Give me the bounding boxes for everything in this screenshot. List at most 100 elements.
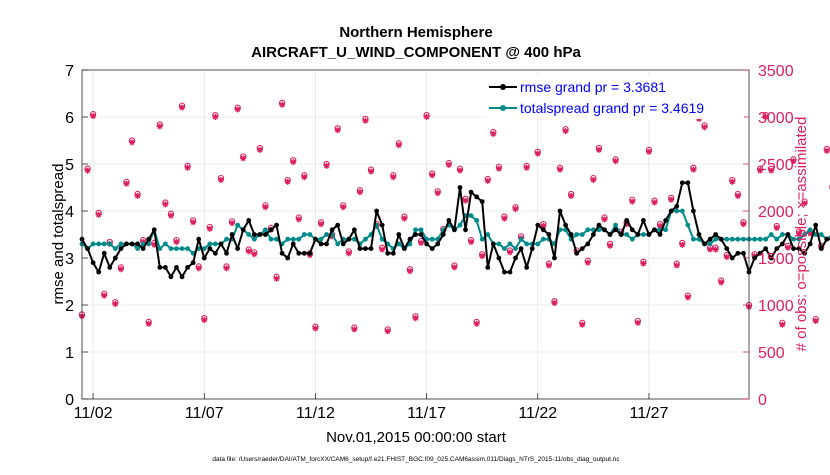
- rmse-series-point: [269, 227, 274, 232]
- spread-series-point: [624, 232, 629, 237]
- rmse-series-point: [663, 218, 668, 223]
- spread-series-point: [324, 232, 329, 237]
- spread-series-point: [252, 237, 257, 242]
- spread-series-point: [496, 242, 501, 247]
- rmse-series-point: [135, 242, 140, 247]
- rmse-series-point: [146, 237, 151, 242]
- spread-series-point: [574, 232, 579, 237]
- rmse-series-point: [291, 242, 296, 247]
- obs-assimilated-point: [668, 197, 674, 203]
- spread-series-point: [307, 232, 312, 237]
- spread-series-point: [91, 242, 96, 247]
- rmse-series-point: [330, 227, 335, 232]
- spread-series-point: [213, 242, 218, 247]
- rmse-series-point: [141, 246, 146, 251]
- rmse-series-point: [230, 232, 235, 237]
- spread-series-point: [107, 242, 112, 247]
- y-right-tick-label: 500: [758, 345, 785, 362]
- rmse-series-point: [535, 223, 540, 228]
- y-tick-label: 1: [65, 345, 74, 362]
- rmse-series-point: [102, 251, 107, 256]
- spread-series-point: [430, 237, 435, 242]
- legend-rmse-marker: [500, 84, 506, 90]
- spread-series-point: [480, 237, 485, 242]
- rmse-series-point: [335, 223, 340, 228]
- rmse-series-point: [697, 232, 702, 237]
- spread-series-point: [769, 232, 774, 237]
- rmse-series-point: [219, 242, 224, 247]
- spread-series-point: [363, 237, 368, 242]
- rmse-series-point: [213, 251, 218, 256]
- rmse-series-point: [163, 265, 168, 270]
- spread-series-point: [524, 242, 529, 247]
- rmse-series-point: [735, 251, 740, 256]
- spread-series-point: [174, 246, 179, 251]
- rmse-series-point: [224, 251, 229, 256]
- rmse-series-point: [358, 246, 363, 251]
- rmse-series-point: [658, 232, 663, 237]
- rmse-series-point: [391, 251, 396, 256]
- spread-series-point: [102, 242, 107, 247]
- rmse-series-point: [324, 242, 329, 247]
- rmse-series-point: [752, 256, 757, 261]
- rmse-series-point: [380, 223, 385, 228]
- spread-series-point: [613, 223, 618, 228]
- chart-subtitle: AIRCRAFT_U_WIND_COMPONENT @ 400 hPa: [251, 44, 581, 61]
- rmse-series-point: [491, 242, 496, 247]
- rmse-series-point: [458, 185, 463, 190]
- rmse-series-point: [363, 246, 368, 251]
- x-tick-label: 11/07: [185, 405, 224, 422]
- rmse-series-point: [641, 218, 646, 223]
- spread-series-point: [269, 237, 274, 242]
- spread-series-point: [758, 237, 763, 242]
- obs-assimilated-point: [118, 266, 124, 272]
- rmse-series-point: [508, 270, 513, 275]
- obs-assimilated-point: [451, 264, 457, 270]
- spread-series-point: [535, 242, 540, 247]
- rmse-series-point: [730, 256, 735, 261]
- spread-series-point: [285, 237, 290, 242]
- data-file-footnote: data file: /Users/raeder/DAI/ATM_forcXX/…: [212, 456, 620, 463]
- rmse-series-point: [569, 232, 574, 237]
- spread-series-point: [580, 232, 585, 237]
- spread-series-point: [469, 213, 474, 218]
- spread-series-point: [296, 237, 301, 242]
- rmse-series-point: [597, 223, 602, 228]
- x-tick-label: 11/12: [296, 405, 335, 422]
- rmse-series-point: [480, 199, 485, 204]
- spread-series-point: [207, 242, 212, 247]
- rmse-series-point: [313, 237, 318, 242]
- rmse-series-point: [369, 246, 374, 251]
- obs-assimilated-point: [157, 123, 163, 129]
- x-tick-label: 11/27: [630, 405, 669, 422]
- rmse-series-point: [574, 251, 579, 256]
- y-tick-label: 6: [65, 110, 74, 127]
- legend-spread-marker: [500, 105, 506, 111]
- spread-series-point: [663, 227, 668, 232]
- spread-series-point: [302, 232, 307, 237]
- spread-series-point: [508, 242, 513, 247]
- spread-series-point: [585, 227, 590, 232]
- spread-series-point: [263, 227, 268, 232]
- rmse-series-point: [296, 251, 301, 256]
- rmse-series-point: [124, 242, 129, 247]
- spread-series-point: [735, 237, 740, 242]
- spread-series-point: [185, 246, 190, 251]
- spread-series-point: [474, 218, 479, 223]
- spread-series-point: [774, 237, 779, 242]
- rmse-series-point: [113, 256, 118, 261]
- spread-series-point: [413, 227, 418, 232]
- rmse-series-point: [207, 246, 212, 251]
- rmse-series-point: [174, 265, 179, 270]
- rmse-series-point: [741, 251, 746, 256]
- rmse-series-point: [624, 218, 629, 223]
- obs-assimilated-point: [279, 102, 285, 108]
- legend-spread-label: totalspread grand pr = 3.4619: [520, 100, 704, 116]
- rmse-series-point: [819, 246, 824, 251]
- y-right-tick-label: 2000: [758, 204, 794, 221]
- y-right-tick-label: 1500: [758, 251, 794, 268]
- x-axis-label: Nov.01,2015 00:00:00 start: [326, 429, 507, 446]
- x-tick-label: 11/22: [518, 405, 557, 422]
